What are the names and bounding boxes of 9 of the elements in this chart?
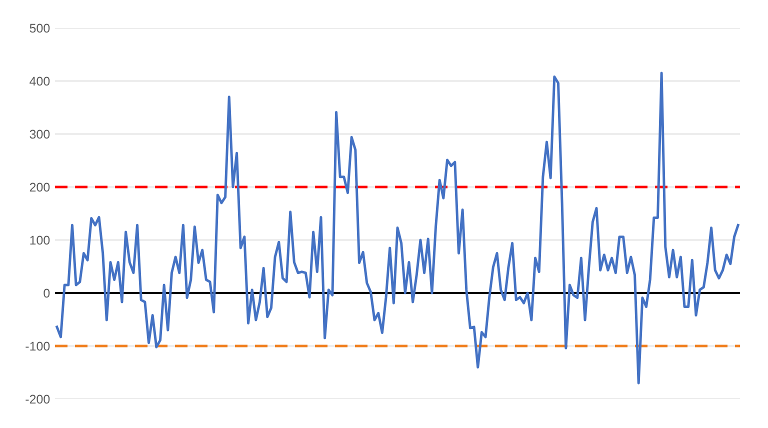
y-tick-label: 400 [30,76,50,86]
y-tick-label: -200 [26,394,50,404]
y-tick-label: 300 [30,130,50,139]
y-tick-label: -100 [26,342,50,351]
y-tick-label: 500 [30,24,50,33]
y-tick-label: 200 [30,182,50,192]
y-tick-label: 100 [30,236,50,245]
line-series [56,72,740,384]
y-tick-label: 0 [44,288,50,298]
